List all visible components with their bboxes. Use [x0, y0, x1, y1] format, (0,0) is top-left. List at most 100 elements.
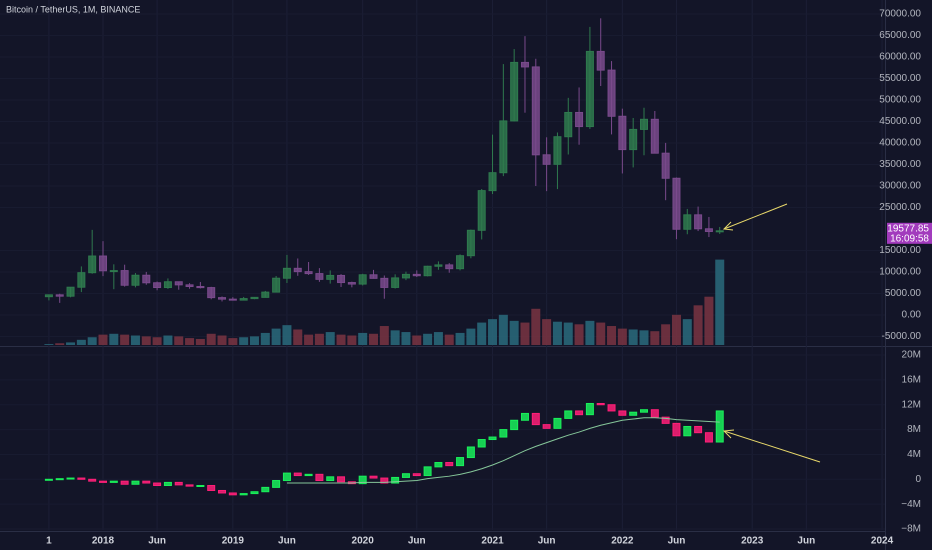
annotation-arrow	[723, 203, 788, 230]
candle-body	[564, 410, 573, 419]
candle-body	[575, 410, 584, 416]
candle-body	[510, 61, 519, 122]
candle-body	[66, 286, 75, 297]
candle-body	[629, 128, 638, 151]
volume-bar	[423, 333, 433, 345]
candle-body	[218, 297, 227, 300]
x-tick-label: 1	[46, 536, 52, 547]
candle-body	[520, 61, 529, 68]
candle-body	[542, 424, 551, 429]
candle-body	[640, 118, 648, 130]
volume-bar	[325, 332, 335, 345]
y-tick-label: 25000.00	[879, 202, 921, 213]
volume-bar	[358, 332, 368, 345]
price-pane	[44, 18, 725, 345]
candle-body	[488, 172, 497, 192]
y-tick-label: 10000.00	[879, 267, 921, 278]
volume-bar	[141, 336, 151, 345]
candle-body	[77, 272, 86, 288]
volume-bar	[98, 334, 108, 345]
volume-bar	[671, 314, 681, 345]
y-tick-label: 50000.00	[879, 95, 921, 106]
candle-body	[585, 50, 594, 128]
volume-bar	[520, 322, 530, 345]
candle-body	[163, 481, 172, 487]
volume-bar	[607, 326, 617, 345]
x-tick-label: Jun	[538, 536, 556, 547]
candle-body	[585, 402, 594, 416]
volume-bar	[195, 338, 205, 345]
candle-body	[542, 154, 551, 165]
candle-body	[174, 481, 183, 486]
candle-body	[607, 404, 616, 412]
y-tick-label: 30000.00	[879, 181, 921, 192]
candle-body	[120, 480, 129, 485]
y-tick-label: 0	[915, 474, 921, 485]
volume-bar	[596, 322, 606, 345]
candle-body	[337, 476, 346, 483]
volume-bar	[574, 324, 584, 345]
volume-bar	[293, 329, 303, 345]
candle-body	[434, 264, 443, 267]
candle-body	[531, 412, 540, 426]
candle-body	[109, 270, 118, 273]
volume-bar	[66, 342, 76, 345]
candle-body	[88, 478, 97, 482]
y-tick-label: 8M	[907, 424, 921, 435]
candle-body	[650, 118, 659, 154]
candle-body	[304, 473, 313, 477]
candle-body	[456, 255, 465, 270]
volume-bar	[477, 322, 487, 345]
candle-body	[715, 230, 724, 233]
candle-body	[445, 462, 454, 467]
candle-body	[250, 296, 259, 300]
candle-body	[44, 478, 53, 481]
volume-bar	[369, 333, 378, 345]
candle-body	[661, 416, 670, 424]
volume-bar	[509, 320, 519, 345]
volume-bar	[314, 333, 324, 345]
x-tick-label: 2024	[871, 536, 894, 547]
volume-bar	[585, 320, 595, 345]
candle-body	[488, 436, 497, 441]
candle-body	[380, 277, 389, 288]
volume-bar	[185, 338, 195, 345]
candle-body	[672, 177, 681, 230]
candle-body	[185, 484, 194, 487]
candle-body	[391, 476, 400, 484]
x-tick-label: Jun	[408, 536, 426, 547]
candle-body	[99, 480, 107, 483]
candle-body	[358, 274, 367, 285]
x-tick-label: 2018	[92, 536, 115, 547]
y-tick-label: 70000.00	[879, 9, 921, 20]
y-tick-label: −8M	[901, 524, 921, 535]
candle-body	[531, 66, 540, 156]
candle-body	[423, 265, 432, 277]
y-tick-label: 40000.00	[879, 138, 921, 149]
candle-body	[347, 282, 356, 285]
volume-bar	[444, 334, 454, 345]
x-tick-label: 2020	[352, 536, 375, 547]
volume-bar	[217, 335, 227, 345]
y-tick-label: 20M	[902, 350, 921, 361]
candle-body	[163, 281, 172, 289]
arrow-head	[722, 221, 734, 231]
candle-body	[66, 477, 75, 480]
volume-bar	[228, 338, 238, 345]
indicator-pane	[44, 402, 724, 496]
y-tick-label: 4M	[907, 449, 921, 460]
x-tick-label: 2023	[741, 536, 764, 547]
volume-bar	[412, 335, 422, 345]
candle-body	[704, 228, 713, 232]
volume-bar	[76, 339, 86, 345]
candle-body	[575, 111, 584, 128]
y-tick-label: −4M	[901, 499, 921, 510]
grid	[48, 0, 883, 530]
volume-bar	[152, 337, 162, 345]
candle-body	[520, 412, 529, 421]
candle-body	[55, 478, 64, 481]
candle-body	[88, 255, 97, 274]
candle-body	[142, 480, 151, 484]
candle-body	[618, 115, 627, 151]
